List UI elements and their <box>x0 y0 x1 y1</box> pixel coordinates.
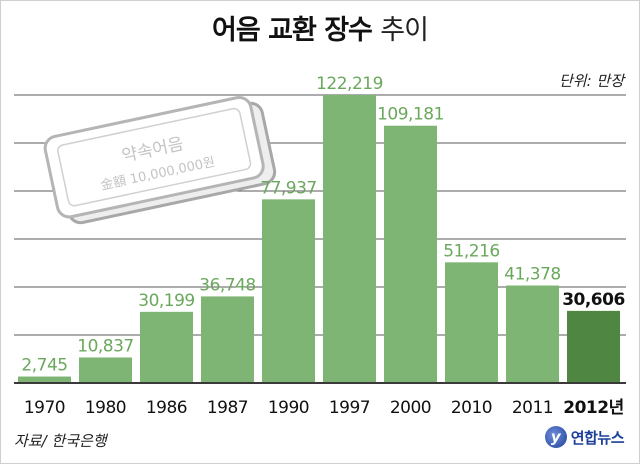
unit-label: 단위: 만장 <box>558 72 624 90</box>
source-note: 자료/ 한국은행 <box>14 432 107 450</box>
x-tick-label: 2010 <box>451 398 492 418</box>
chart-title-sub: 추이 <box>380 15 429 46</box>
value-label: 77,937 <box>260 178 316 198</box>
yonhap-logo: y 연합뉴스 <box>544 426 625 448</box>
yonhap-logo-icon: y <box>544 426 567 448</box>
x-tick-label: 1980 <box>85 398 126 418</box>
bar <box>323 95 376 383</box>
chart-title: 어음 교환 장수 추이 <box>0 8 640 47</box>
x-tick-label: 1997 <box>329 398 370 418</box>
x-tick-label: 2011 <box>512 398 553 418</box>
bar <box>506 285 559 383</box>
bar <box>79 357 132 383</box>
bar <box>384 125 437 383</box>
value-label: 36,748 <box>199 275 255 295</box>
value-label: 109,181 <box>377 105 444 125</box>
bar <box>445 262 498 383</box>
x-tick-label: 1970 <box>24 398 65 418</box>
bar <box>201 296 254 383</box>
promissory-note-icon: 약속어음 金額 10,000,000원 <box>43 95 277 225</box>
yonhap-logo-text: 연합뉴스 <box>570 428 625 447</box>
x-tick-label: 1990 <box>268 398 309 418</box>
x-tick-label: 1987 <box>207 398 248 418</box>
bar <box>262 199 315 383</box>
bar <box>18 376 71 383</box>
value-label: 10,837 <box>77 336 133 356</box>
value-label: 122,219 <box>316 74 383 94</box>
value-label: 2,745 <box>21 356 67 376</box>
x-tick-labels: 1970 1980 1986 1987 1990 1997 2000 2010 2011 2012… <box>24 398 624 418</box>
bar <box>567 310 620 383</box>
value-label: 30,606 <box>562 290 625 310</box>
x-tick-label: 2000 <box>390 398 431 418</box>
x-tick-label: 1986 <box>146 398 187 418</box>
value-label: 41,378 <box>504 264 560 284</box>
chart-title-main: 어음 교환 장수 <box>212 15 373 46</box>
bar <box>140 311 193 383</box>
x-tick-label: 2012년 <box>563 398 623 418</box>
bars <box>18 95 620 383</box>
value-label: 30,199 <box>138 291 194 311</box>
value-label: 51,216 <box>443 241 499 261</box>
